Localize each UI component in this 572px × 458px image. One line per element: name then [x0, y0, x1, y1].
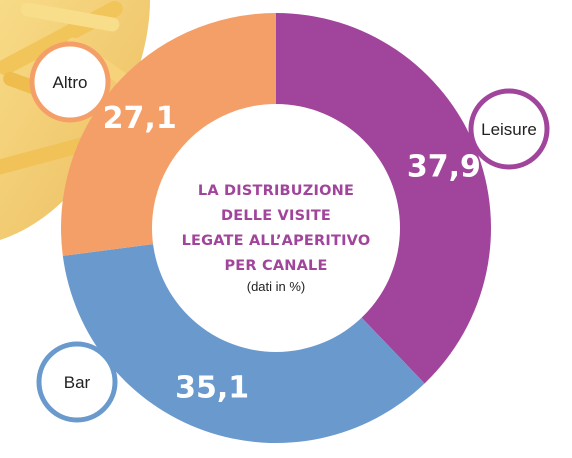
value-labels: 37,9 35,1 27,1 [103, 101, 481, 405]
legend-bubble-bar: Bar [36, 341, 118, 423]
donut-hole [152, 104, 400, 352]
value-label-bar: 35,1 [175, 370, 249, 405]
value-label-leisure: 37,9 [407, 150, 481, 185]
title-line-2: DELLE VISITE [221, 208, 331, 224]
title-line-1: LA DISTRIBUZIONE [198, 183, 354, 199]
chart-title: LA DISTRIBUZIONE DELLE VISITE LEGATE ALL… [182, 183, 371, 294]
title-line-4: PER CANALE [224, 258, 327, 274]
legend-bubble-leisure: Leisure [468, 88, 550, 170]
value-label-altro: 27,1 [103, 101, 177, 136]
chart-subtitle: (dati in %) [247, 279, 306, 294]
legend-label-leisure: Leisure [481, 120, 537, 139]
title-line-3: LEGATE ALL’APERITIVO [182, 233, 371, 249]
legend-label-bar: Bar [64, 373, 91, 392]
legend-bubble-altro: Altro [29, 41, 111, 123]
legend-label-altro: Altro [53, 73, 88, 92]
legend-circle-bar [36, 341, 118, 423]
legend-circle-altro [29, 41, 111, 123]
legend-circle-leisure [468, 88, 550, 170]
